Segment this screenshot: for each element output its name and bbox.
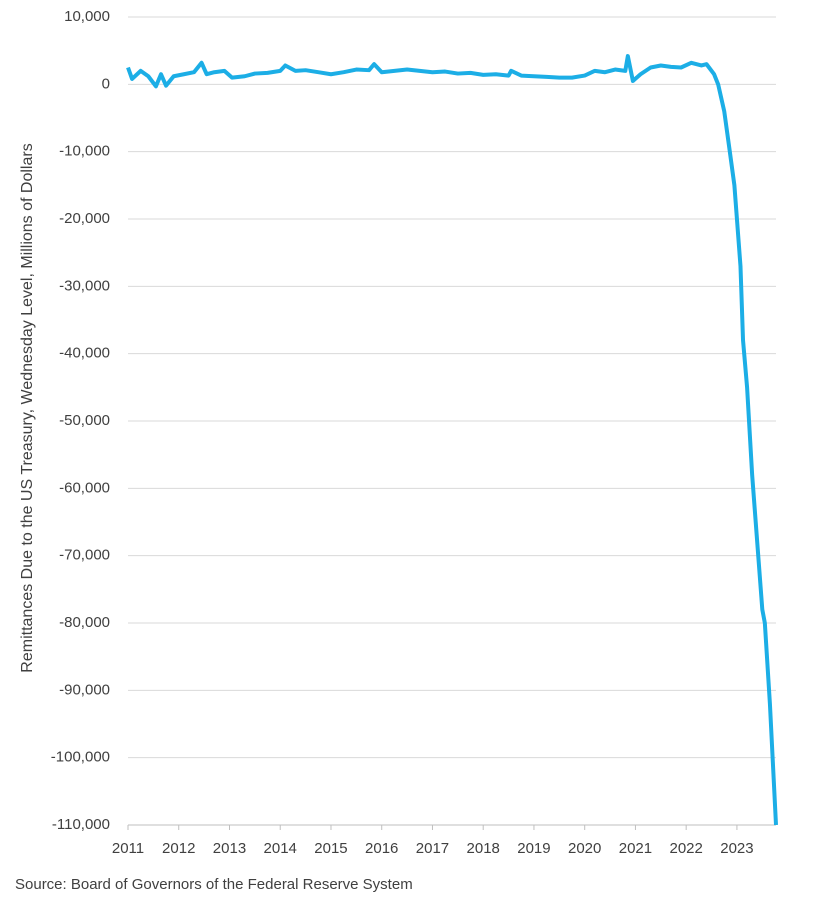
x-tick-label: 2011 bbox=[112, 840, 144, 857]
y-tick-label: -80,000 bbox=[59, 614, 110, 631]
x-tick-label: 2022 bbox=[669, 840, 702, 857]
y-tick-label: -100,000 bbox=[51, 749, 110, 766]
x-tick-label: 2023 bbox=[720, 840, 753, 857]
y-tick-label: -40,000 bbox=[59, 345, 110, 362]
x-tick-label: 2015 bbox=[314, 840, 347, 857]
y-tick-label: -70,000 bbox=[59, 547, 110, 564]
y-tick-label: -10,000 bbox=[59, 143, 110, 160]
x-tick-label: 2019 bbox=[517, 840, 550, 857]
x-tick-label: 2018 bbox=[467, 840, 500, 857]
y-tick-label: -110,000 bbox=[52, 816, 110, 833]
y-tick-label: 0 bbox=[102, 75, 110, 92]
x-tick-label: 2017 bbox=[416, 840, 449, 857]
x-tick-label: 2020 bbox=[568, 840, 601, 857]
x-tick-label: 2021 bbox=[619, 840, 652, 857]
y-tick-label: -50,000 bbox=[59, 412, 110, 429]
line bbox=[126, 54, 778, 826]
x-tick-label: 2014 bbox=[264, 840, 297, 857]
y-tick-label: -20,000 bbox=[59, 210, 110, 227]
source: Source: Board of Governors of the Federa… bbox=[15, 876, 413, 893]
x-tick-label: 2016 bbox=[365, 840, 398, 857]
y-tick-label: -30,000 bbox=[59, 277, 110, 294]
y-tick-label: -90,000 bbox=[59, 681, 110, 698]
x-tick-label: 2013 bbox=[213, 840, 246, 857]
y-axis-label: Remittances Due to the US Treasury, Wedn… bbox=[19, 143, 36, 672]
y-tick-label: 10,000 bbox=[64, 8, 110, 25]
x-tick-label: 2012 bbox=[162, 840, 195, 857]
y-tick-label: -60,000 bbox=[59, 479, 110, 496]
